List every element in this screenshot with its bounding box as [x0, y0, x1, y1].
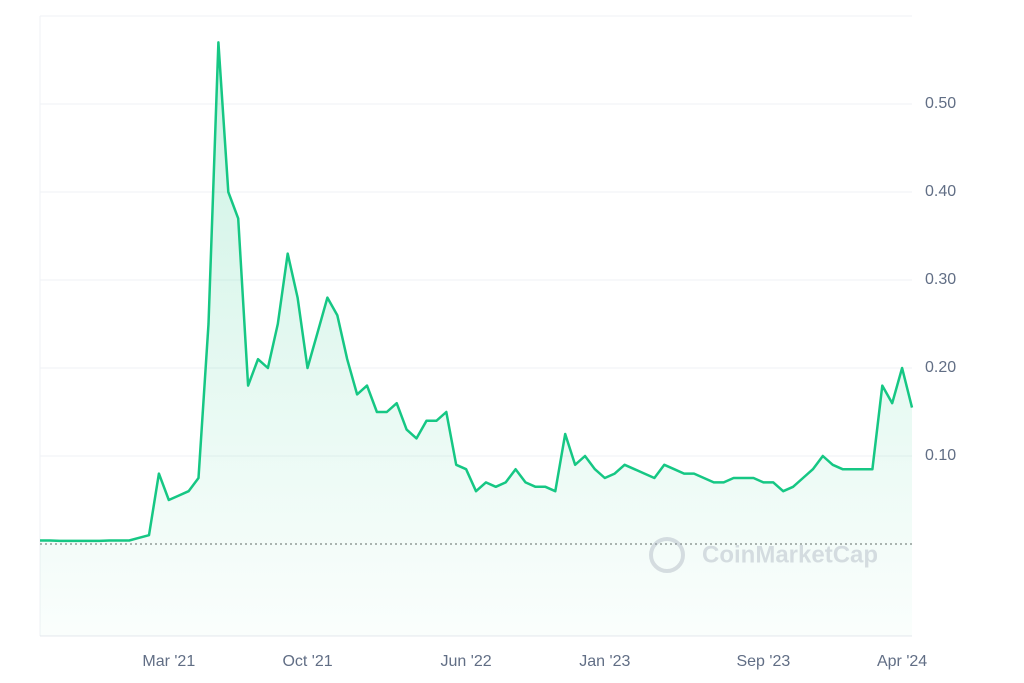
x-tick-label: Jan '23: [579, 653, 630, 670]
price-line: [40, 41, 914, 543]
x-tick-label: Apr '24: [877, 653, 927, 670]
y-tick-label: 0.50: [925, 95, 956, 112]
y-tick-label: 0.20: [925, 359, 956, 376]
x-tick-label: Jun '22: [441, 653, 492, 670]
y-tick-label: 0.30: [925, 271, 956, 288]
y-tick-label: 0.40: [925, 183, 956, 200]
x-tick-label: Mar '21: [142, 653, 195, 670]
x-tick-label: Sep '23: [736, 653, 790, 670]
watermark: CoinMarketCap: [649, 537, 878, 573]
y-tick-label: 0.10: [925, 447, 956, 464]
watermark-logo: [649, 537, 685, 573]
x-tick-label: Oct '21: [282, 653, 332, 670]
area: [40, 42, 912, 636]
watermark-text: CoinMarketCap: [702, 541, 878, 568]
